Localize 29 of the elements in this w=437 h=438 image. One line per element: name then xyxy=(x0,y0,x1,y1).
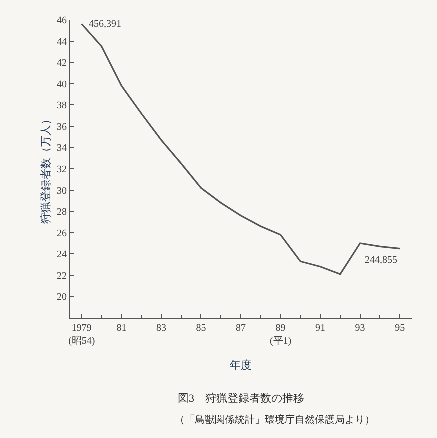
x-tick-label: 93 xyxy=(355,323,366,334)
y-tick-label: 22 xyxy=(57,270,67,282)
y-tick-label: 34 xyxy=(57,143,67,154)
y-tick-label: 44 xyxy=(57,36,67,48)
x-tick-label: 95 xyxy=(395,323,406,334)
y-tick-label: 30 xyxy=(57,186,67,197)
text: （「鳥獣関係統計」環境庁自然保護局より） xyxy=(175,414,375,426)
y-tick-label: 40 xyxy=(57,79,67,90)
y-tick-label: 38 xyxy=(57,100,67,112)
x-tick-label: 83 xyxy=(156,323,166,334)
x-tick-label: 1979 (昭54) xyxy=(68,323,96,347)
y-tick-label: 46 xyxy=(57,16,67,26)
y-tick-label: 36 xyxy=(57,122,67,133)
annotation: 456,391 xyxy=(89,19,122,30)
y-tick-label: 20 xyxy=(57,292,67,304)
y-axis-title: 狩猟登録者数（万人） xyxy=(40,114,53,224)
x-tick-label: 85 xyxy=(196,323,206,334)
y-tick-label: 28 xyxy=(57,207,67,218)
x-tick-label: 87 xyxy=(236,323,246,334)
annotation: 244,855 xyxy=(365,255,398,266)
y-tick-label: 26 xyxy=(57,228,67,240)
text: 図3 狩猟登録者数の推移 xyxy=(178,392,304,405)
x-tick-label: 89 (平1) xyxy=(270,323,292,347)
y-tick-label: 24 xyxy=(57,250,67,261)
x-axis-title: 年度 xyxy=(230,359,252,372)
x-tick-label: 91 xyxy=(316,323,326,334)
y-tick-label: 32 xyxy=(57,164,67,176)
x-tick-label: 81 xyxy=(116,323,127,334)
y-tick-label: 42 xyxy=(57,58,67,70)
